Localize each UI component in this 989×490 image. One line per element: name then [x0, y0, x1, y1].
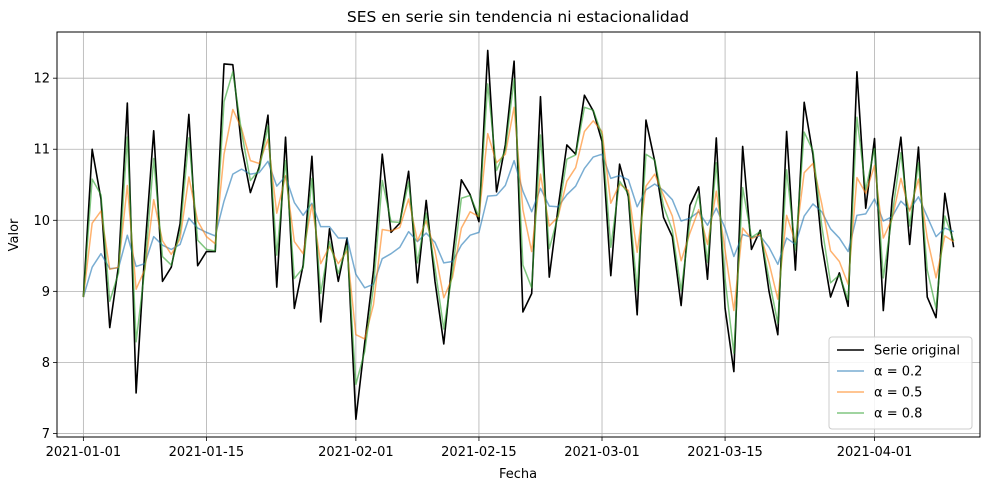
x-tick-label: 2021-04-01 — [837, 445, 913, 460]
legend-box — [828, 336, 973, 430]
x-tick-label: 2021-03-15 — [687, 445, 763, 460]
x-tick-label: 2021-03-01 — [564, 445, 640, 460]
y-axis-label: Valor — [7, 218, 22, 251]
x-tick-label: 2021-01-15 — [169, 445, 245, 460]
x-tick-label: 2021-02-15 — [441, 445, 517, 460]
x-axis: 2021-01-01 2021-01-15 2021-02-01 2021-02-15… — [46, 437, 913, 460]
x-tick-label: 2021-01-01 — [46, 445, 122, 460]
y-tick-label: 7 — [42, 427, 50, 442]
y-tick-label: 8 — [42, 356, 50, 371]
y-tick-label: 9 — [42, 285, 50, 300]
legend-label: α = 0.8 — [874, 407, 922, 422]
x-tick-label: 2021-02-01 — [318, 445, 394, 460]
series-line-4 — [82, 71, 955, 386]
x-axis-label: Fecha — [499, 467, 537, 482]
legend-label: Serie original — [874, 344, 960, 359]
series-layer — [82, 49, 955, 421]
grid — [57, 32, 980, 437]
legend-label: α = 0.2 — [874, 365, 922, 380]
y-tick-label: 12 — [33, 72, 50, 87]
legend: Serie original α = 0.2 α = 0.5 α = 0.8 — [828, 336, 973, 430]
legend-label: α = 0.5 — [874, 386, 922, 401]
y-axis: 7 8 9 10 11 12 — [33, 72, 57, 442]
axes-frame — [56, 31, 981, 438]
y-tick-label: 11 — [33, 143, 50, 158]
series-line-3 — [82, 106, 955, 340]
chart-title: SES en serie sin tendencia ni estacional… — [347, 8, 689, 26]
y-tick-label: 10 — [33, 214, 50, 229]
